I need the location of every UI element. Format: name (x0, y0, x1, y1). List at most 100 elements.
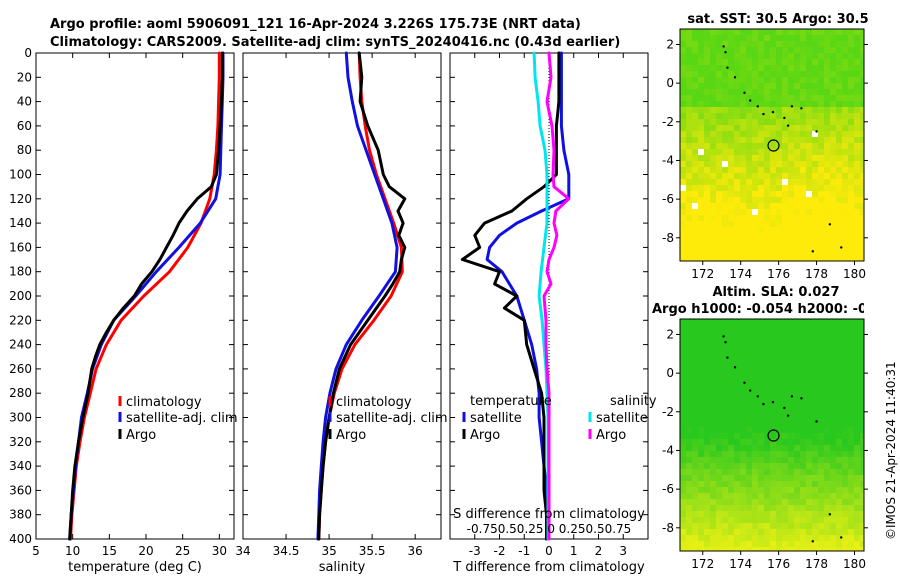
sst_map-cell (824, 29, 830, 35)
sst_map-cell (680, 197, 686, 203)
sla_map-cell (686, 499, 692, 505)
sla_map-cell (704, 331, 710, 337)
sst_map-cell (716, 95, 722, 101)
sst_map-cell (782, 137, 788, 143)
sla_map-cell (782, 469, 788, 475)
sst_map-cell (728, 59, 734, 65)
sst_map-cell (764, 149, 770, 155)
sst_map-cell (782, 143, 788, 149)
sla_map-cell (800, 517, 806, 523)
sst_map-cell (680, 41, 686, 47)
sst_map-cell (776, 185, 782, 191)
sla_map-cell (764, 541, 770, 547)
sla_map-cell (824, 361, 830, 367)
sla_map-cell (716, 499, 722, 505)
sla_map-cell (704, 325, 710, 331)
sla_map-cell (752, 343, 758, 349)
sla_map-argo-marker (767, 429, 780, 442)
sst_map-cell (740, 197, 746, 203)
sst_map-cell (698, 29, 704, 35)
sst_map-cell (728, 245, 734, 251)
sst_map-cell (716, 35, 722, 41)
sst_map-cell (848, 185, 854, 191)
sst_map-cell (776, 233, 782, 239)
sla_map-island (815, 420, 818, 423)
sla_map-cell (836, 349, 842, 355)
sla_map-cell (824, 427, 830, 433)
sst_map-cell (758, 83, 764, 89)
difference-xtick-label: 0 (545, 544, 553, 558)
sla_map-cell (812, 397, 818, 403)
sla_map-cell (698, 469, 704, 475)
sst_map-cell (860, 227, 864, 233)
sla_map-cell (824, 445, 830, 451)
sst_map-cell (770, 221, 776, 227)
sla_map-cell (788, 409, 794, 415)
sla_map-cell (728, 499, 734, 505)
sst_map-cell (836, 179, 842, 185)
sst_map-cell (692, 257, 698, 261)
sst_map-cell (698, 197, 704, 203)
sst_map-cell (680, 203, 686, 209)
sla_map-cell (788, 397, 794, 403)
sla_map-cell (836, 457, 842, 463)
sla_map-cell (794, 505, 800, 511)
sla_map-cell (746, 529, 752, 535)
sst_map-cell (722, 149, 728, 155)
sst_map-cell (806, 251, 812, 257)
sla_map-cell (854, 403, 860, 409)
sla_map-cell (860, 511, 864, 517)
sst_map-cell (812, 119, 818, 125)
sla_map-cell (842, 355, 848, 361)
sst_map-cell (830, 77, 836, 83)
sst_map-cell (830, 233, 836, 239)
sla_map-cell (716, 331, 722, 337)
sla_map-cell (734, 547, 740, 551)
sla_map-cell (698, 325, 704, 331)
sla_map-cell (782, 451, 788, 457)
sst_map-cell (686, 119, 692, 125)
sla-map-subtitle: Argo h1000: -0.054 h2000: -0.077 (652, 302, 899, 317)
sla_map-cell (812, 337, 818, 343)
sla_map-cell (842, 505, 848, 511)
sla_map-cell (704, 373, 710, 379)
sla_map-cell (776, 325, 782, 331)
sst_map-cell (728, 239, 734, 245)
sst_map-cell (800, 155, 806, 161)
sst_map-cell (740, 101, 746, 107)
sla_map-cell (836, 385, 842, 391)
sst_map-cell (848, 29, 854, 35)
sst_map-cell (776, 101, 782, 107)
sst_map-cell (692, 47, 698, 53)
sst_map-cell (800, 227, 806, 233)
sst_map-cell (716, 131, 722, 137)
sla_map-cell (758, 439, 764, 445)
sst_map-cell (830, 89, 836, 95)
sla_map-cell (776, 403, 782, 409)
sst_map-cell (782, 125, 788, 131)
sst_map-cell (788, 47, 794, 53)
sst_map-cell (818, 59, 824, 65)
sst_map-cell (758, 185, 764, 191)
sst_map-cell (806, 257, 812, 261)
sst_map-cell (764, 227, 770, 233)
sla_map-cell (752, 415, 758, 421)
sst_map-cell (710, 167, 716, 173)
sla_map-cell (704, 487, 710, 493)
sla_map-cell (752, 433, 758, 439)
sst_map-cell (788, 185, 794, 191)
sst_map-cell (692, 155, 698, 161)
sla_map-cell (770, 547, 776, 551)
sla_map-cell (836, 409, 842, 415)
sla_map-cell (680, 505, 686, 511)
sst_map-island (811, 250, 814, 253)
sla_map-cell (818, 397, 824, 403)
sla_map-cell (782, 541, 788, 547)
salinity-xtick-label: 34.5 (273, 544, 300, 558)
sla_map-cell (812, 409, 818, 415)
sst_map-cell (770, 209, 776, 215)
sst_map-cell (710, 245, 716, 251)
sst_map-cell (710, 197, 716, 203)
sst_map-cell (824, 71, 830, 77)
sst_map-cell (734, 107, 740, 113)
